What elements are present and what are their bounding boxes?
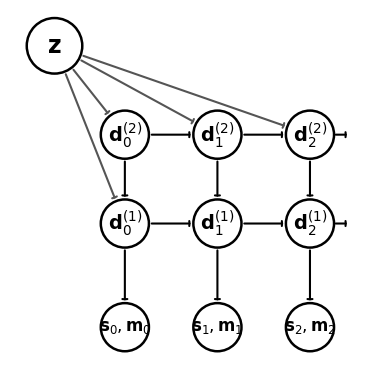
Circle shape [286,303,334,351]
Text: $\mathbf{z}$: $\mathbf{z}$ [47,34,62,58]
Text: $\mathbf{d}_0^{(1)}$: $\mathbf{d}_0^{(1)}$ [108,209,142,238]
Text: $\mathbf{s}_0, \mathbf{m}_0$: $\mathbf{s}_0, \mathbf{m}_0$ [98,318,151,336]
Text: $\mathbf{d}_2^{(2)}$: $\mathbf{d}_2^{(2)}$ [293,120,327,150]
Circle shape [286,200,334,248]
Text: $\mathbf{s}_2, \mathbf{m}_2$: $\mathbf{s}_2, \mathbf{m}_2$ [284,318,336,336]
Circle shape [286,111,334,159]
Circle shape [27,18,82,73]
Circle shape [193,303,241,351]
Circle shape [193,111,241,159]
Text: $\mathbf{d}_2^{(1)}$: $\mathbf{d}_2^{(1)}$ [293,209,327,238]
Text: $\mathbf{s}_1, \mathbf{m}_1$: $\mathbf{s}_1, \mathbf{m}_1$ [191,318,244,336]
Text: $\mathbf{d}_1^{(2)}$: $\mathbf{d}_1^{(2)}$ [200,120,234,150]
Text: $\mathbf{d}_1^{(1)}$: $\mathbf{d}_1^{(1)}$ [200,209,234,238]
Circle shape [101,200,149,248]
Circle shape [101,111,149,159]
Text: $\mathbf{d}_0^{(2)}$: $\mathbf{d}_0^{(2)}$ [108,120,142,150]
Circle shape [193,200,241,248]
Circle shape [101,303,149,351]
